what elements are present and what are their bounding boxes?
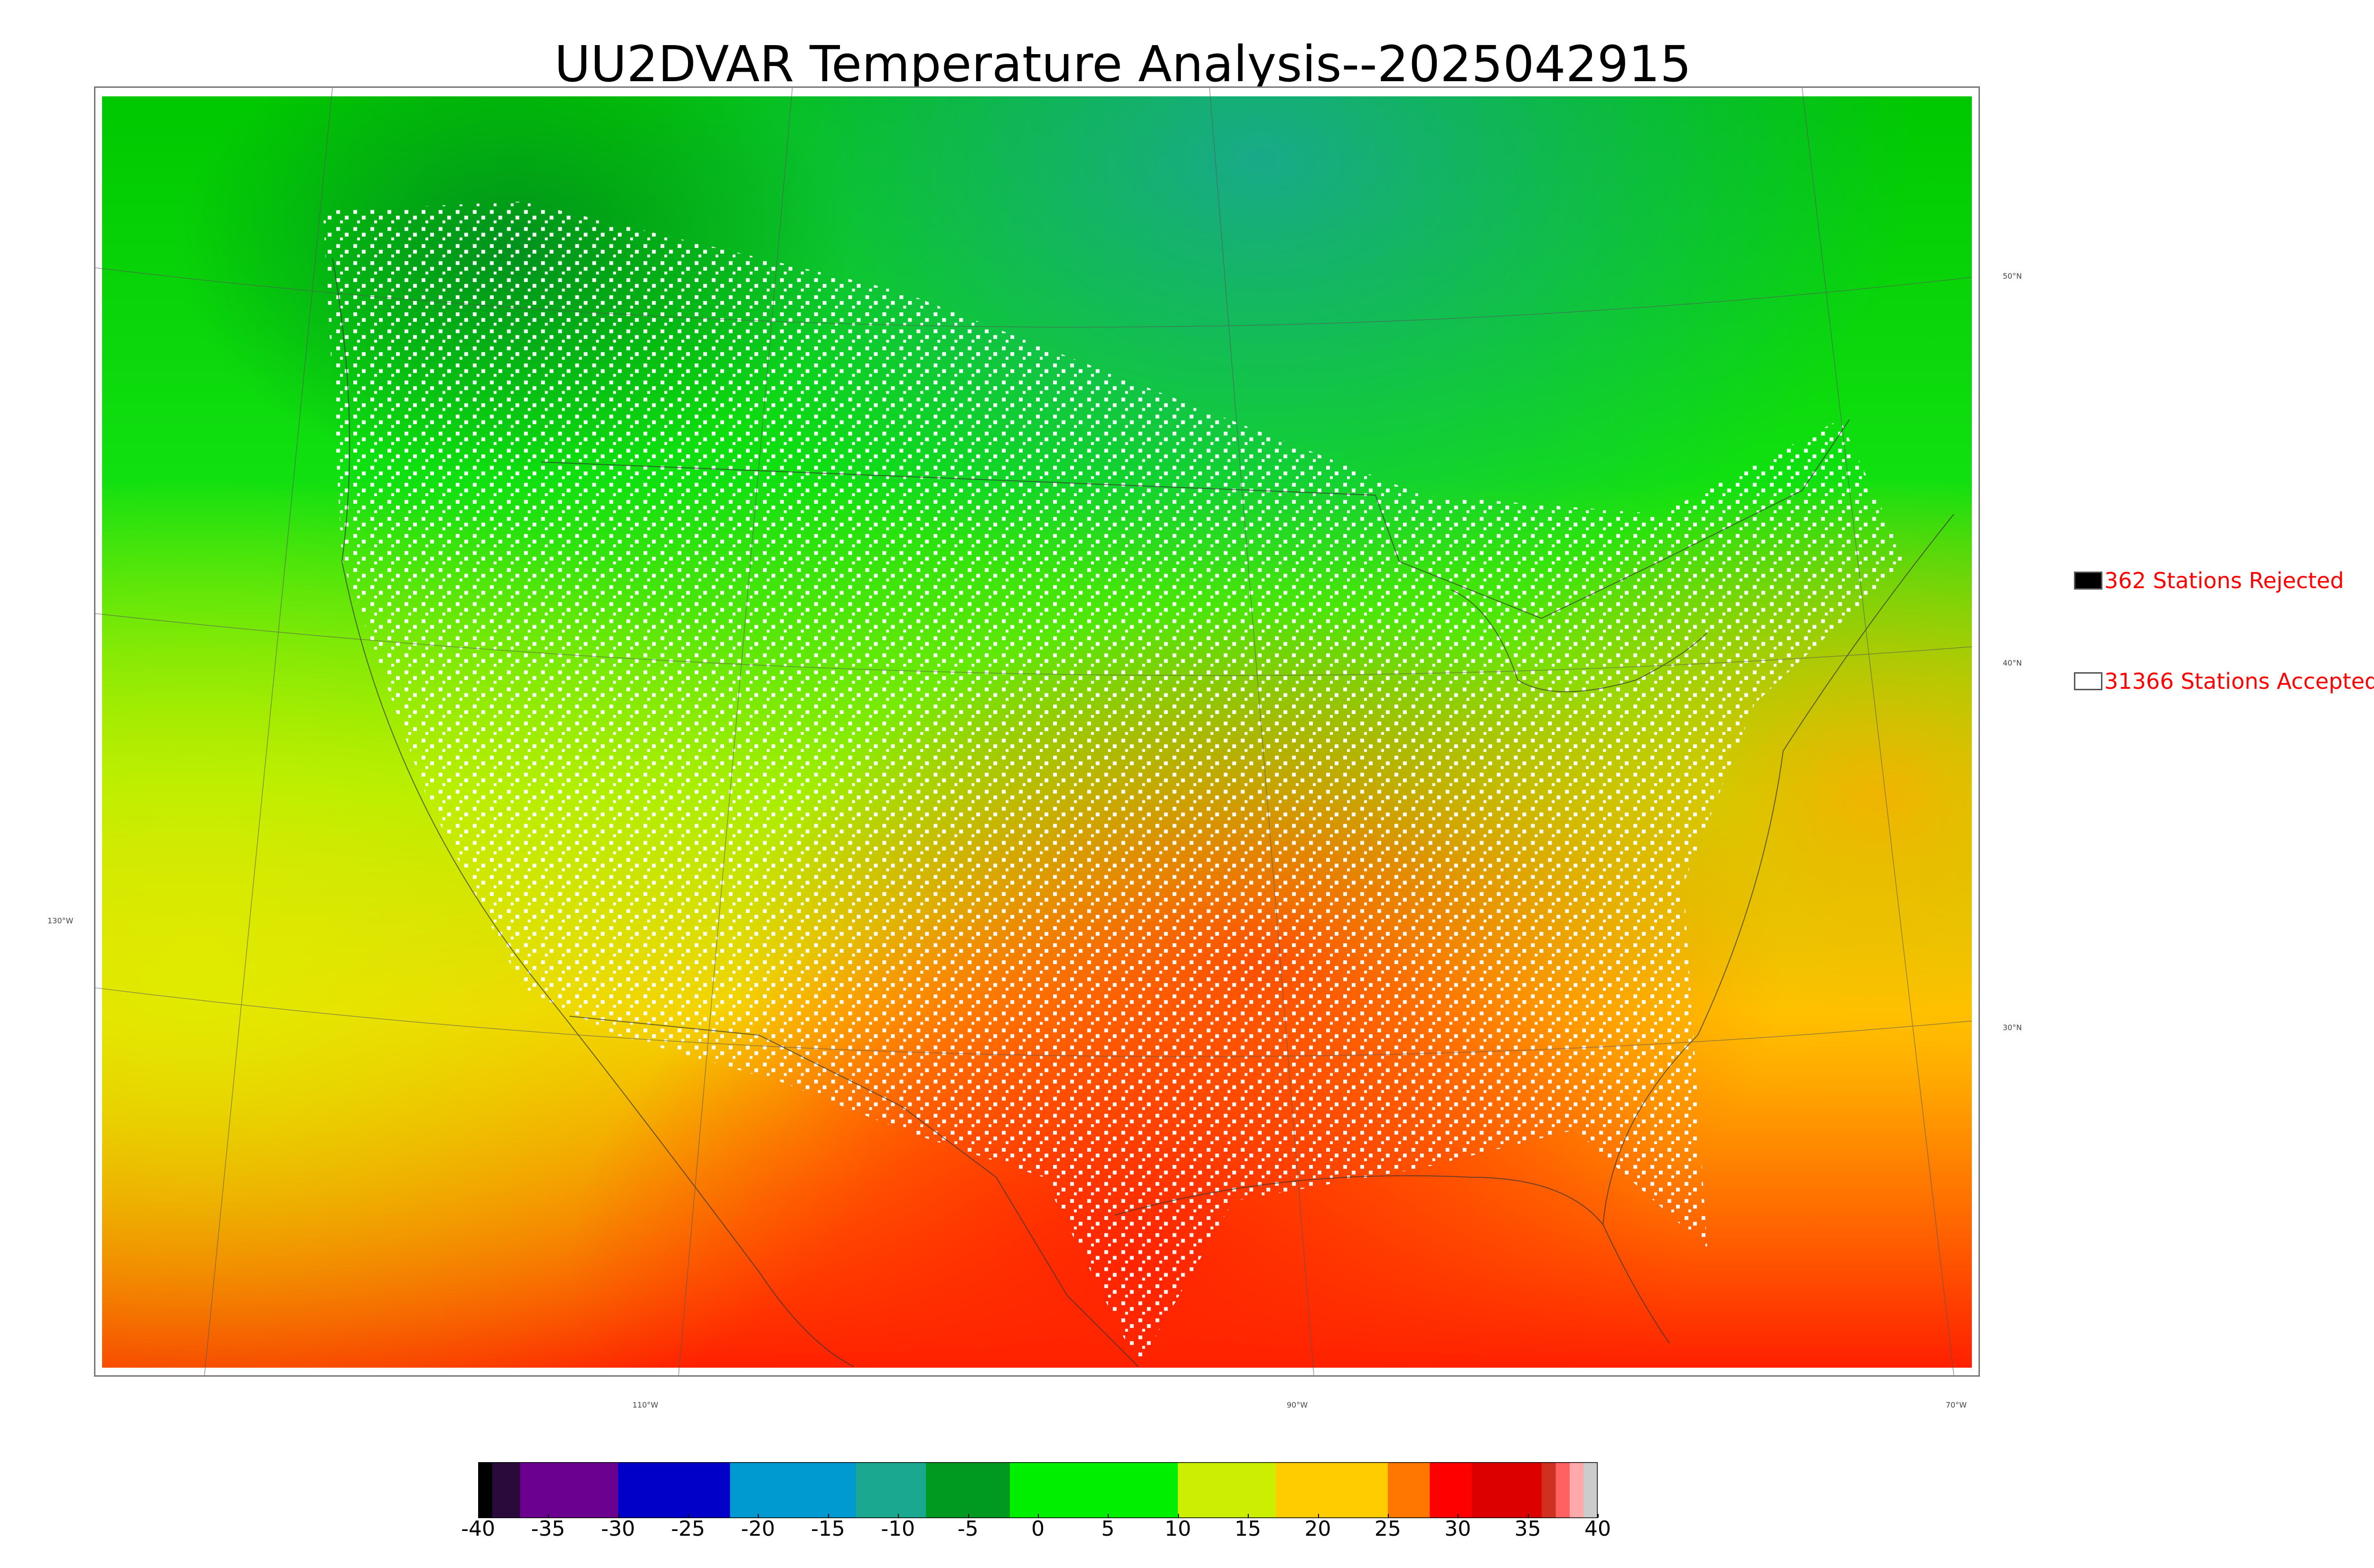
lat-label-40n: 40°N [2003, 658, 2022, 667]
lat-label-30n: 30°N [2003, 1023, 2022, 1032]
colorbar-band [856, 1462, 926, 1518]
lon-label-130w: 130°W [47, 916, 74, 925]
colorbar-tick-label: 0 [1031, 1514, 1045, 1541]
colorbar-band [1555, 1462, 1570, 1518]
colorbar-tick-label: -30 [601, 1514, 635, 1541]
graticule-lines [95, 88, 1972, 1375]
lon-label-70w: 70°W [1946, 1400, 1967, 1409]
colorbar-band [1583, 1462, 1598, 1518]
colorbar-ticks: -40 -35 -30 -25 -20 -15 -10 -5 0 5 10 15 20 25 30 35 40 [461, 1514, 1611, 1545]
colorbar-band [520, 1462, 619, 1518]
colorbar-tick-label: 20 [1304, 1514, 1331, 1541]
colorbar-tick-label: 40 [1584, 1514, 1611, 1541]
legend-rejected-swatch [2074, 572, 2102, 590]
colorbar-bands [478, 1462, 1598, 1518]
colorbar-band [1178, 1462, 1276, 1518]
colorbar-tick-label: 15 [1234, 1514, 1262, 1541]
map-title: UU2DVAR Temperature Analysis--2025042915 [554, 35, 1692, 93]
colorbar-band [1471, 1462, 1542, 1518]
colorbar-tick-label: -25 [671, 1514, 706, 1541]
colorbar-band [1542, 1462, 1556, 1518]
colorbar-band [1570, 1462, 1584, 1518]
colorbar-tick-label: -40 [461, 1514, 495, 1541]
colorbar-tick-label: 30 [1444, 1514, 1471, 1541]
colorbar-band [492, 1462, 520, 1518]
legend-accepted: 31366 Stations Accepted [2074, 668, 2374, 694]
colorbar-tick-label: 35 [1514, 1514, 1541, 1541]
colorbar-tick-label: -5 [957, 1514, 979, 1541]
lon-label-110w: 110°W [632, 1400, 659, 1409]
legend-accepted-label: 31366 Stations Accepted [2104, 668, 2374, 694]
legend-accepted-swatch [2074, 672, 2102, 690]
colorbar-tick-label: 10 [1164, 1514, 1191, 1541]
station-observations [323, 201, 1907, 1367]
legend-rejected-label: 362 Stations Rejected [2104, 568, 2344, 593]
colorbar [478, 1462, 1598, 1518]
colorbar-band [730, 1462, 857, 1518]
temperature-map [94, 86, 1980, 1377]
legend-rejected: 362 Stations Rejected [2074, 568, 2344, 593]
colorbar-tick-label: 5 [1101, 1514, 1115, 1541]
map-canvas [95, 88, 1972, 1375]
colorbar-band [1010, 1462, 1178, 1518]
colorbar-band [926, 1462, 1010, 1518]
colorbar-tick-label: -35 [531, 1514, 565, 1541]
lon-label-90w: 90°W [1287, 1400, 1308, 1409]
colorbar-tick-label: 25 [1374, 1514, 1401, 1541]
colorbar-band [1276, 1462, 1388, 1518]
colorbar-band [1387, 1462, 1430, 1518]
colorbar-band [1430, 1462, 1472, 1518]
lat-label-50n: 50°N [2003, 272, 2022, 281]
colorbar-tick-label: -15 [810, 1514, 845, 1541]
colorbar-tick-label: -10 [881, 1514, 915, 1541]
colorbar-tick-label: -20 [741, 1514, 775, 1541]
colorbar-band [618, 1462, 731, 1518]
colorbar-band [478, 1462, 492, 1518]
